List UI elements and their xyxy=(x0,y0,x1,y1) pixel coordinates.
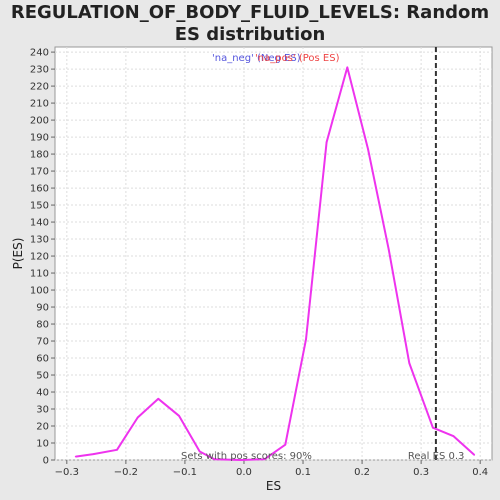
data-point xyxy=(178,415,180,417)
data-point xyxy=(92,453,95,455)
y-tick-label: 240 xyxy=(30,48,49,59)
data-point xyxy=(367,148,369,150)
y-tick-label: 10 xyxy=(36,439,49,450)
y-tick-label: 150 xyxy=(30,201,49,212)
y-tick-label: 30 xyxy=(36,405,49,416)
data-point xyxy=(213,458,216,460)
y-tick-label: 200 xyxy=(30,116,49,127)
y-tick-label: 90 xyxy=(36,303,49,314)
data-point xyxy=(284,443,287,446)
y-tick-label: 210 xyxy=(30,99,49,110)
data-point xyxy=(74,455,77,458)
x-tick-label: −0.2 xyxy=(114,467,138,478)
y-tick-label: 100 xyxy=(30,286,49,297)
y-axis-label: P(ES) xyxy=(11,238,25,270)
y-tick-label: 50 xyxy=(36,371,49,382)
chart-title: REGULATION_OF_BODY_FLUID_LEVELS: Random … xyxy=(10,2,490,45)
data-point xyxy=(263,458,266,460)
y-tick-label: 180 xyxy=(30,150,49,161)
data-point xyxy=(240,459,242,461)
y-tick-label: 110 xyxy=(30,269,49,280)
data-point xyxy=(136,416,139,419)
y-tick-label: 130 xyxy=(30,235,49,246)
y-tick-label: 190 xyxy=(30,133,49,144)
y-tick-label: 160 xyxy=(30,184,49,195)
data-point xyxy=(325,141,328,143)
y-tick-label: 140 xyxy=(30,218,49,229)
y-tick-label: 230 xyxy=(30,65,49,76)
y-tick-label: 80 xyxy=(36,320,49,331)
series-line xyxy=(75,66,475,461)
data-point xyxy=(473,454,476,456)
y-tick-label: 120 xyxy=(30,252,49,263)
y-tick-label: 220 xyxy=(30,82,49,93)
data-point xyxy=(432,426,434,429)
x-axis-label: ES xyxy=(266,479,281,493)
x-tick-label: 0.2 xyxy=(354,467,370,478)
y-tick-label: 60 xyxy=(36,354,49,365)
x-tick-label: −0.3 xyxy=(55,467,79,478)
legend-pos-label: 'na_pos' (Pos ES) xyxy=(255,53,340,64)
y-tick-label: 170 xyxy=(30,167,49,178)
data-point xyxy=(305,338,307,341)
x-tick-label: 0.3 xyxy=(413,467,429,478)
pos-scores-annotation: Sets with pos scores: 90% xyxy=(181,451,312,462)
x-tick-label: 0.0 xyxy=(236,467,252,478)
grid xyxy=(55,47,492,461)
real-es-label: Real ES 0.3 xyxy=(408,451,464,462)
x-tick-label: 0.4 xyxy=(472,467,488,478)
y-tick-label: 20 xyxy=(36,422,49,433)
data-point xyxy=(116,449,118,451)
legend-neg-label: 'na_neg' (Neg ES) xyxy=(212,53,301,64)
plot-area xyxy=(54,46,493,461)
data-point xyxy=(346,66,349,69)
x-axis-ticks: −0.3 −0.2 −0.1 0.0 0.1 0.2 0.3 0.4 xyxy=(55,460,488,478)
data-point xyxy=(198,450,201,453)
series-group xyxy=(74,66,476,461)
data-point xyxy=(387,248,390,251)
y-tick-label: 70 xyxy=(36,337,49,348)
y-tick-label: 0 xyxy=(43,456,49,467)
data-point xyxy=(157,398,160,400)
data-point xyxy=(408,362,411,364)
data-point xyxy=(452,435,455,438)
y-axis-ticks: 0 10 20 30 40 50 60 70 80 90 100 110 120 130 140 150 160… xyxy=(30,48,55,467)
y-tick-label: 40 xyxy=(36,388,49,399)
x-tick-label: 0.1 xyxy=(295,467,311,478)
x-tick-label: −0.1 xyxy=(173,467,197,478)
